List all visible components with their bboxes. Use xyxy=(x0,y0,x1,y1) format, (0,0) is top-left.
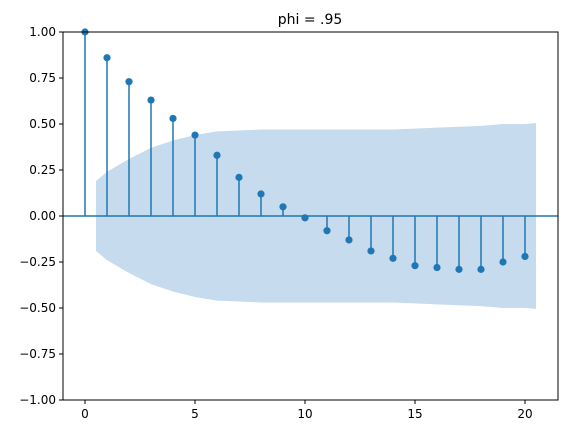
stem-lag-9 xyxy=(279,203,287,216)
stem-lag-10 xyxy=(301,214,309,222)
stem-marker xyxy=(455,265,463,273)
y-tick-3: −0.25 xyxy=(19,255,63,269)
stem-lag-19 xyxy=(499,216,507,266)
stem-marker xyxy=(521,252,529,261)
x-tick-label: 5 xyxy=(191,407,199,421)
stem-lag-3 xyxy=(147,96,155,216)
y-tick-label: −0.50 xyxy=(19,301,56,315)
stem-lag-12 xyxy=(345,216,353,244)
stem-marker xyxy=(323,227,331,235)
stem-lag-17 xyxy=(455,216,463,273)
stem-marker xyxy=(279,203,287,211)
stem-lag-2 xyxy=(125,78,133,216)
y-tick-4: 0.00 xyxy=(29,209,63,223)
stem-marker xyxy=(235,173,243,181)
x-tick-label: 0 xyxy=(81,407,89,421)
x-tick-label: 15 xyxy=(407,407,422,421)
stem-marker xyxy=(477,265,485,273)
stem-lag-18 xyxy=(477,216,485,273)
stem-lag-0 xyxy=(81,28,89,216)
y-tick-label: 0.75 xyxy=(29,71,56,85)
y-tick-5: 0.25 xyxy=(29,163,63,177)
stem-lag-15 xyxy=(411,216,419,270)
stem-layer xyxy=(81,28,529,273)
stem-marker xyxy=(345,236,353,244)
y-tick-label: 1.00 xyxy=(29,25,56,39)
y-tick-label: −0.25 xyxy=(19,255,56,269)
stem-marker xyxy=(103,54,111,62)
x-tick-label: 10 xyxy=(297,407,312,421)
y-tick-label: 0.25 xyxy=(29,163,56,177)
x-tick-label: 20 xyxy=(517,407,532,421)
x-tick-0: 0 xyxy=(81,400,89,421)
stem-lag-14 xyxy=(389,216,397,262)
stem-lag-7 xyxy=(235,173,243,216)
y-tick-7: 0.75 xyxy=(29,71,63,85)
stem-marker xyxy=(367,247,375,255)
y-tick-label: −0.75 xyxy=(19,347,56,361)
x-tick-10: 10 xyxy=(297,400,313,421)
stem-lag-1 xyxy=(103,54,111,216)
y-tick-2: −0.50 xyxy=(19,301,63,315)
stem-marker xyxy=(389,254,397,262)
x-tick-layer: 0 5 10 15 20 xyxy=(81,400,533,421)
x-tick-20: 20 xyxy=(517,400,533,421)
stem-lag-16 xyxy=(433,216,441,272)
x-tick-15: 15 xyxy=(407,400,423,421)
y-tick-label: −1.00 xyxy=(19,393,56,407)
x-tick-5: 5 xyxy=(191,400,199,421)
stem-lag-11 xyxy=(323,216,331,235)
stem-marker xyxy=(213,151,221,159)
y-tick-0: −1.00 xyxy=(19,393,63,407)
stem-marker xyxy=(499,258,507,266)
stem-marker xyxy=(433,263,441,272)
y-tick-label: 0.00 xyxy=(29,209,56,223)
stem-lag-20 xyxy=(521,216,529,261)
stem-lag-6 xyxy=(213,151,221,216)
y-tick-6: 0.50 xyxy=(29,117,63,131)
stem-lag-4 xyxy=(169,114,177,216)
y-tick-8: 1.00 xyxy=(29,25,63,39)
stem-marker xyxy=(301,214,309,222)
y-tick-label: 0.50 xyxy=(29,117,56,131)
stem-marker xyxy=(147,96,155,104)
stem-lag-8 xyxy=(257,190,265,216)
chart-title: phi = .95 xyxy=(278,12,343,28)
stem-marker xyxy=(169,114,177,123)
y-tick-layer: −1.00 −0.75 −0.50 −0.25 0.00 0.25 0.50 0.75 1.00 xyxy=(19,25,63,407)
stem-marker xyxy=(125,78,133,86)
stem-lag-13 xyxy=(367,216,375,255)
y-tick-1: −0.75 xyxy=(19,347,63,361)
stem-marker xyxy=(257,190,265,198)
stem-marker xyxy=(411,262,419,270)
stem-marker xyxy=(191,131,199,139)
stem-lag-5 xyxy=(191,131,199,216)
